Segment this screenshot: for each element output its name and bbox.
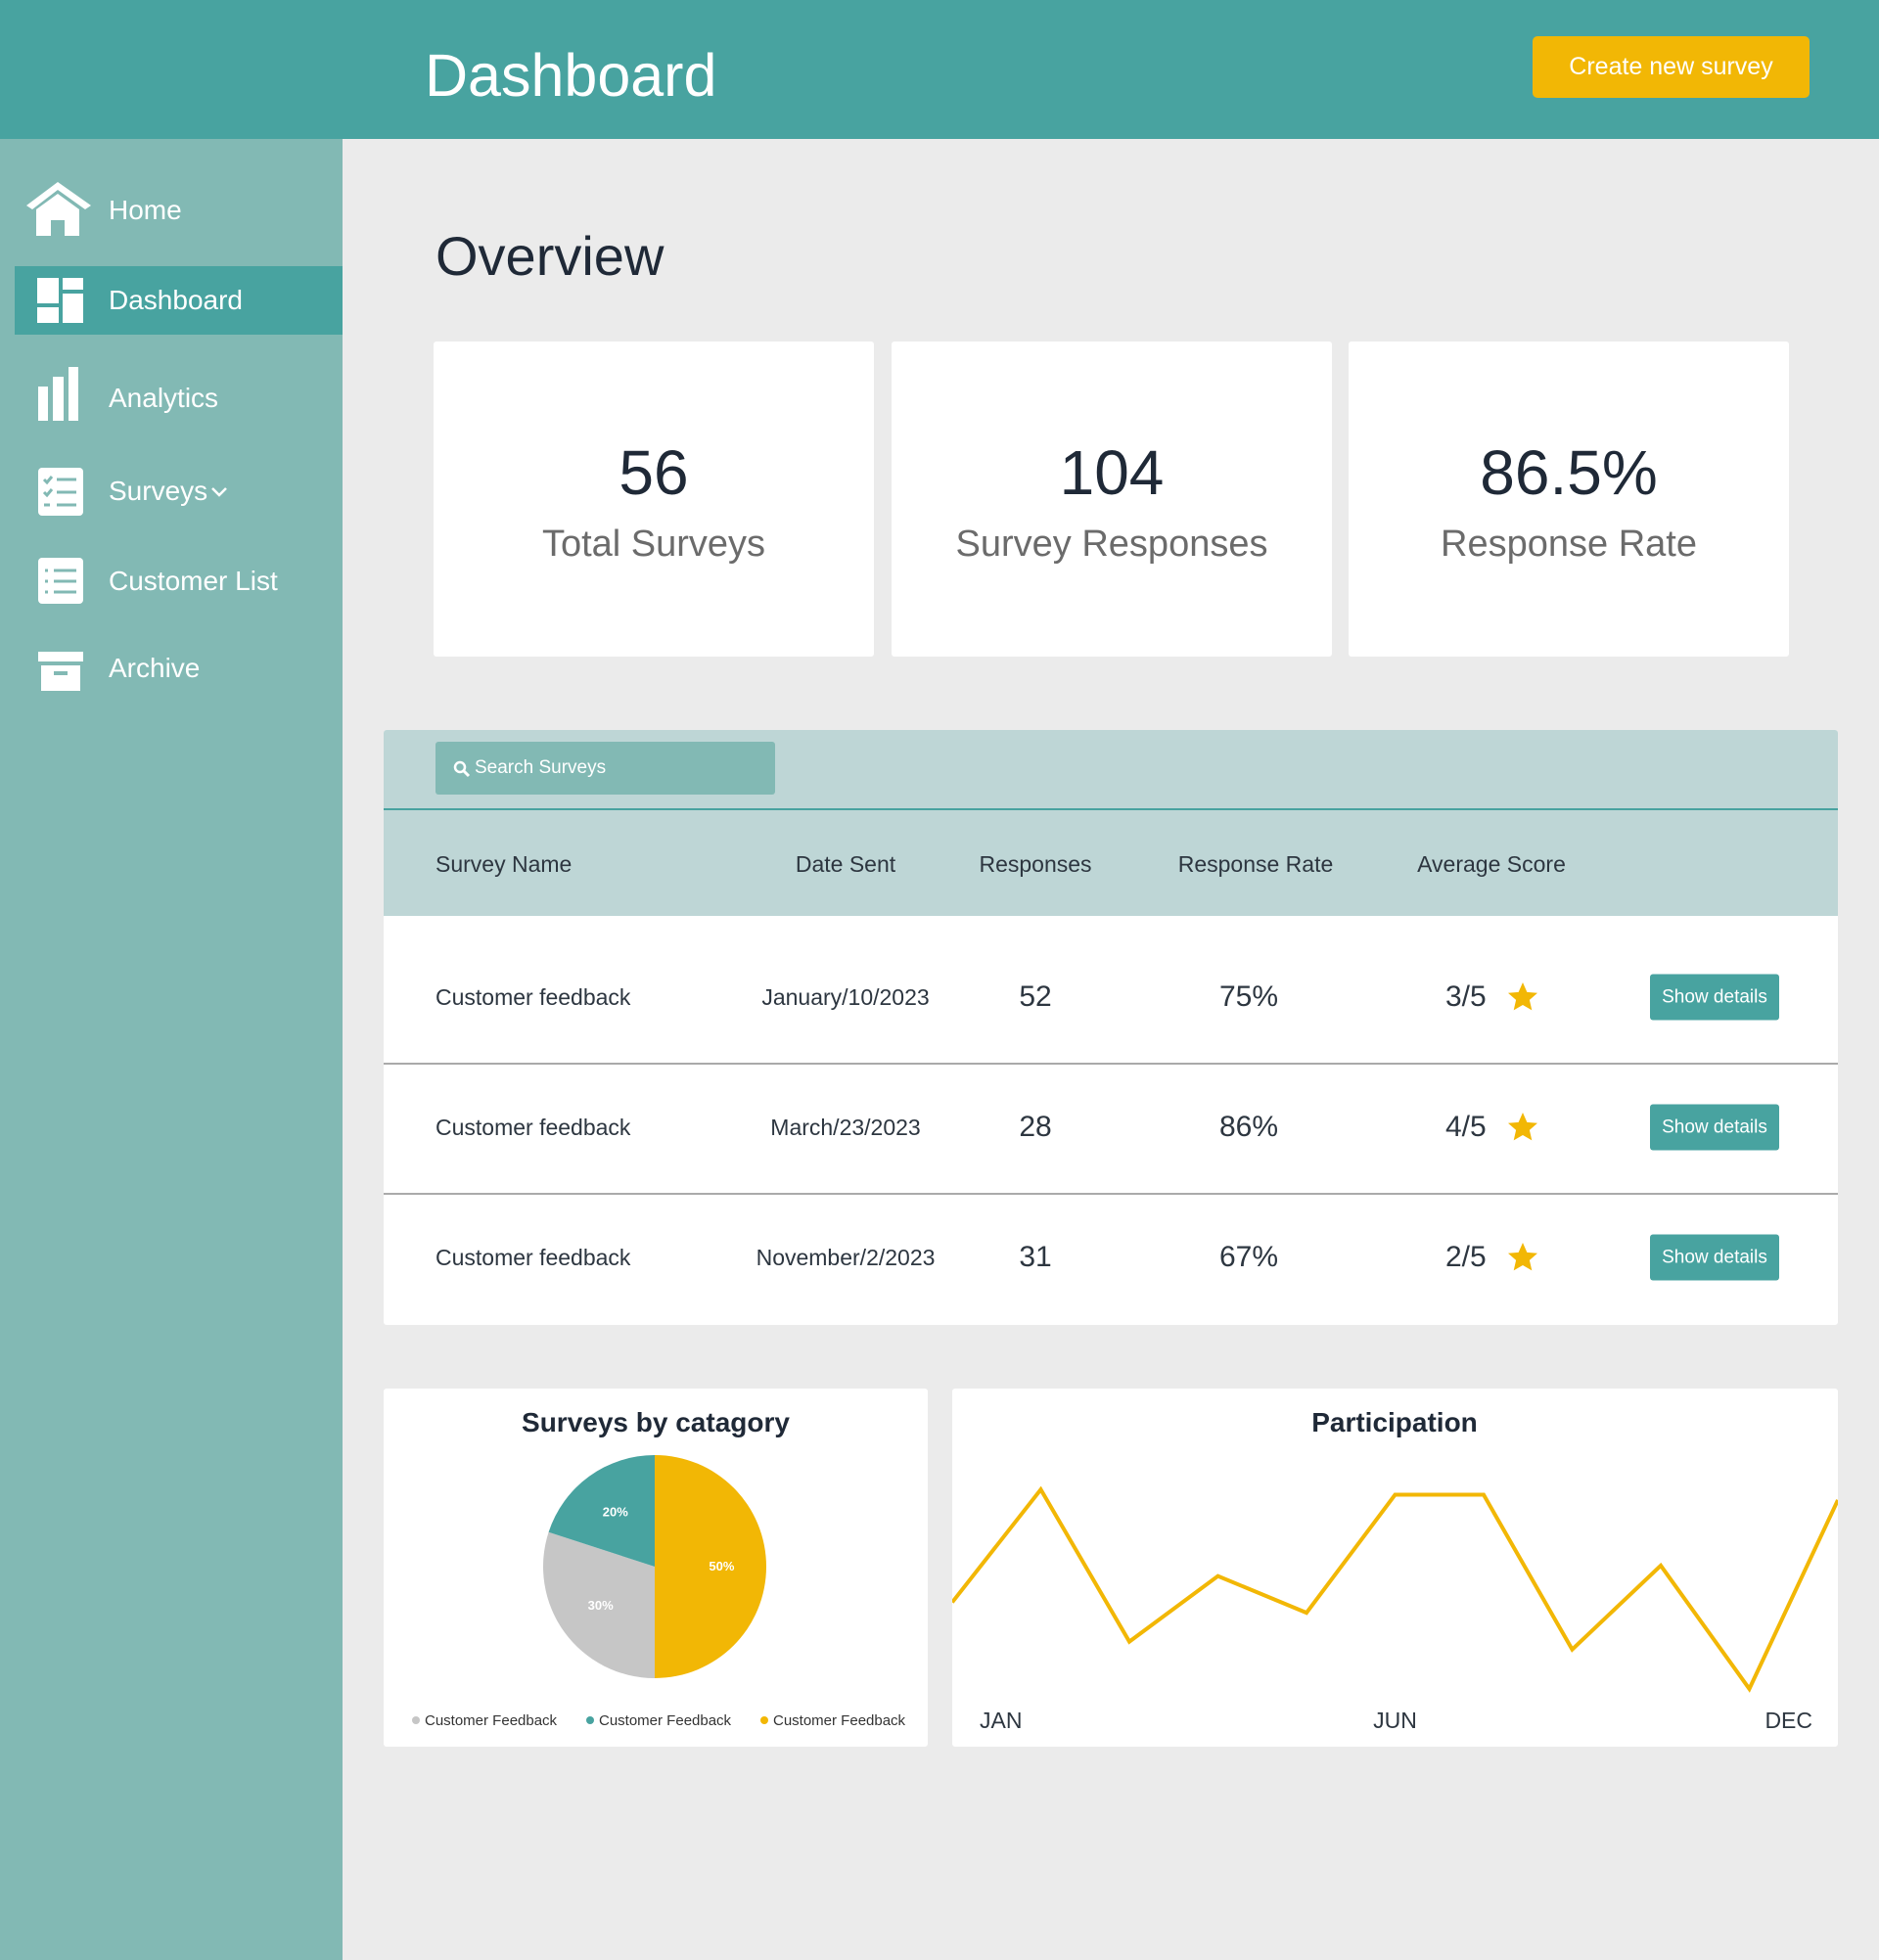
- stat-value: 86.5%: [1480, 437, 1658, 508]
- nav-item[interactable]: Analytics: [109, 383, 219, 413]
- analytics-icon: [38, 367, 78, 421]
- line-chart: Participation JAN JUN DEC: [950, 1407, 1840, 1733]
- stat-label: Survey Responses: [955, 524, 1268, 565]
- column-header: Average Score: [1417, 851, 1566, 877]
- response-rate: 86%: [1218, 1111, 1279, 1143]
- section-title: Overview: [435, 225, 665, 287]
- line-panel: Participation JAN JUN DEC: [950, 1389, 1840, 1747]
- date-sent: March/23/2023: [770, 1115, 921, 1140]
- dashboard-icon: [37, 278, 83, 323]
- pie-slice: [655, 1455, 766, 1678]
- stat-card: 56 Total Surveys: [434, 342, 874, 657]
- pie-slice: [543, 1531, 655, 1678]
- nav-item[interactable]: Archive: [109, 653, 201, 683]
- slice-label: 50%: [709, 1559, 734, 1573]
- legend-dot: [760, 1716, 768, 1724]
- details-button[interactable]: Show details: [1650, 1104, 1779, 1151]
- average-score: 3/5: [1445, 980, 1487, 1013]
- nav-item[interactable]: Surveys: [109, 476, 208, 506]
- legend-dot: [586, 1716, 594, 1724]
- nav-item[interactable]: Home: [109, 195, 182, 225]
- star: [1508, 1243, 1537, 1271]
- average-score: 4/5: [1445, 1111, 1487, 1143]
- survey-name: Customer feedback: [435, 1245, 631, 1270]
- survey-table: Search Surveys: [384, 730, 1838, 1325]
- column-header: Responses: [979, 851, 1092, 877]
- x-tick-label: DEC: [1764, 1708, 1812, 1733]
- response-rate: 67%: [1218, 1241, 1279, 1273]
- details-button[interactable]: Show details: [1650, 974, 1779, 1021]
- responses: 31: [1019, 1241, 1052, 1273]
- stat-label: Response Rate: [1441, 524, 1697, 565]
- row-divider: [384, 1193, 1838, 1195]
- legend-dot: [412, 1716, 420, 1724]
- stat-card: 86.5% Response Rate: [1349, 342, 1789, 657]
- chart-title: Participation: [1311, 1407, 1478, 1437]
- column-header: Survey Name: [435, 851, 573, 877]
- line-series: [950, 1485, 1840, 1693]
- divider: [384, 808, 1838, 810]
- stat-value: 56: [619, 437, 689, 508]
- x-tick-label: JAN: [980, 1708, 1022, 1733]
- row-divider: [384, 1063, 1838, 1065]
- nav-icons: [26, 182, 227, 691]
- survey-name: Customer feedback: [435, 1115, 631, 1140]
- slice-label: 30%: [588, 1598, 614, 1613]
- responses: 28: [1019, 1111, 1052, 1143]
- legend-label: Customer Feedback: [599, 1712, 732, 1729]
- details-button[interactable]: Show details: [1650, 1234, 1779, 1281]
- pie-panel: Surveys by catagory 30% 20% 50% Customer Fee…: [384, 1389, 928, 1747]
- search-icon: [453, 760, 471, 778]
- top-bar: Dashboard Create new survey: [0, 0, 1879, 139]
- average-score: 2/5: [1445, 1241, 1487, 1273]
- home-icon: [26, 182, 91, 236]
- create-button[interactable]: Create new survey: [1533, 36, 1810, 98]
- star-icon: [1505, 1110, 1540, 1145]
- star: [1508, 1113, 1537, 1141]
- survey-name: Customer feedback: [435, 984, 631, 1010]
- responses: 52: [1019, 980, 1052, 1013]
- legend-label: Customer Feedback: [773, 1712, 906, 1729]
- search-box[interactable]: Search Surveys: [435, 742, 775, 795]
- sidebar: [0, 139, 343, 1960]
- stat-value: 104: [1059, 437, 1165, 508]
- column-header: Response Rate: [1177, 851, 1334, 877]
- nav-item[interactable]: Dashboard: [109, 285, 243, 315]
- chart-title: Surveys by catagory: [522, 1407, 790, 1437]
- page-title: Dashboard: [425, 42, 717, 109]
- date-sent: November/2/2023: [756, 1245, 936, 1270]
- star-icon: [1505, 980, 1540, 1015]
- column-header: Date Sent: [795, 851, 896, 877]
- pie-slice: [548, 1455, 655, 1567]
- legend-label: Customer Feedback: [425, 1712, 558, 1729]
- x-tick-label: JUN: [1373, 1708, 1417, 1733]
- stat-card: 104 Survey Responses: [892, 342, 1332, 657]
- nav-item[interactable]: Customer List: [109, 566, 278, 596]
- response-rate: 75%: [1218, 980, 1279, 1013]
- search-placeholder: Search Surveys: [475, 757, 607, 778]
- date-sent: January/10/2023: [761, 984, 930, 1010]
- star-icon: [1505, 1240, 1540, 1275]
- slice-label: 20%: [603, 1505, 628, 1520]
- pie-chart: Surveys by catagory 30% 20% 50% Customer Fee…: [412, 1407, 906, 1729]
- star: [1508, 982, 1537, 1011]
- stat-label: Total Surveys: [541, 524, 766, 565]
